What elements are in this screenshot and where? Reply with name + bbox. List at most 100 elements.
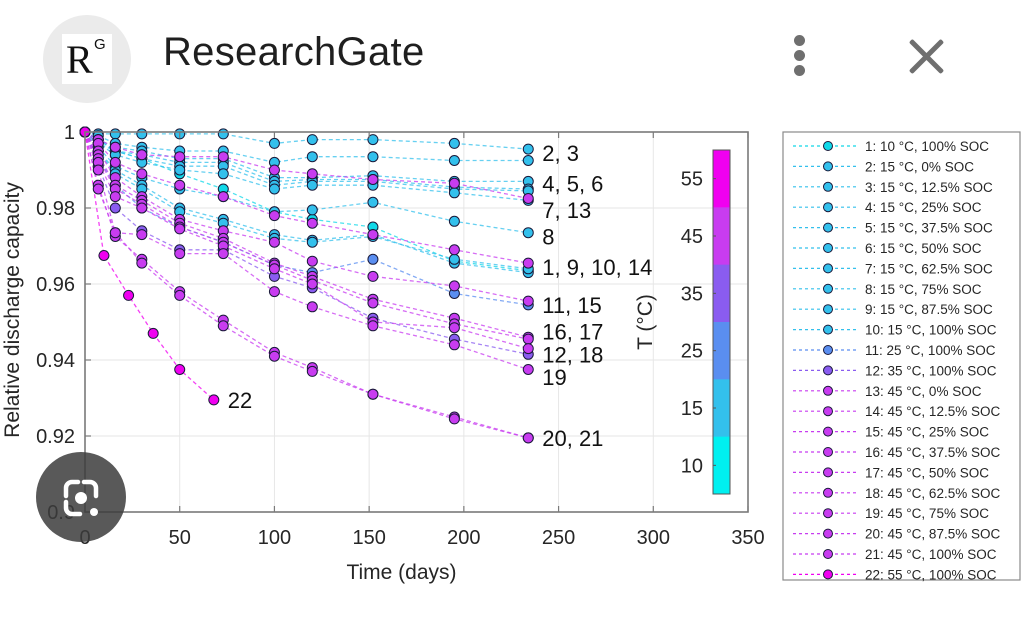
data-point-series-13 [367, 174, 379, 185]
legend-marker [823, 385, 833, 396]
series-line-6 [84, 131, 529, 192]
data-point-series-15 [448, 280, 460, 292]
legend-label: 1: 10 °C, 100% SOC [865, 139, 989, 154]
series-annotation: 1, 9, 10, 14 [542, 255, 652, 280]
data-point-series-3 [448, 155, 460, 166]
colorbar-segment [713, 379, 730, 438]
series-line-22 [84, 131, 215, 401]
legend-label: 6: 15 °C, 50% SOC [865, 241, 982, 256]
lens-search-button[interactable] [36, 452, 126, 542]
colorbar-tick-label: 55 [681, 169, 703, 191]
data-point-series-7 [217, 168, 229, 180]
more-vert-icon-dot [794, 50, 805, 61]
x-tick-label: 150 [352, 527, 385, 549]
data-point-series-8 [448, 215, 460, 227]
data-point-series-2 [136, 128, 148, 140]
data-point-series-7 [268, 183, 280, 195]
colorbar-tick-label: 35 [681, 283, 703, 305]
legend-label: 17: 45 °C, 50% SOC [865, 465, 989, 480]
legend-item: 22: 55 °C, 100% SOC [793, 567, 997, 582]
data-point-series-7 [306, 179, 318, 191]
legend-label: 14: 45 °C, 12.5% SOC [865, 404, 1000, 419]
more-options-button[interactable] [786, 33, 814, 79]
logo-letter-g: G [94, 36, 106, 53]
legend-item: 15: 45 °C, 25% SOC [793, 425, 989, 440]
colorbar-tick-label: 25 [681, 341, 703, 363]
data-point-series-13 [217, 151, 229, 163]
data-point-series-13 [268, 164, 280, 176]
data-point-series-13 [522, 193, 534, 204]
series-annotation: 16, 17 [542, 320, 603, 345]
data-point-series-2 [109, 128, 121, 140]
data-point-series-21 [92, 183, 104, 195]
data-point-series-18 [306, 278, 318, 290]
legend-marker [823, 141, 833, 151]
data-point-series-19 [268, 286, 280, 298]
logo-tile [62, 34, 112, 84]
legend-marker [823, 222, 833, 233]
legend-marker [823, 304, 833, 315]
legend-label: 21: 45 °C, 100% SOC [865, 547, 997, 562]
data-point-series-15 [268, 236, 280, 248]
colorbar-title: T (°C) [634, 294, 657, 350]
data-point-series-18 [136, 202, 148, 214]
series-annotation: 7, 13 [542, 198, 591, 223]
data-point-series-19 [367, 320, 379, 332]
colorbar-segment [713, 436, 730, 495]
legend-label: 8: 15 °C, 75% SOC [865, 282, 982, 297]
data-point-series-15 [306, 255, 318, 267]
legend-marker [823, 549, 833, 559]
data-point-series-10 [306, 236, 318, 248]
data-point-series-8 [522, 227, 534, 239]
legend-item: 2: 15 °C, 0% SOC [793, 159, 974, 174]
colorbar-segment [713, 322, 730, 380]
legend-label: 9: 15 °C, 87.5% SOC [865, 302, 993, 317]
legend-label: 16: 45 °C, 37.5% SOC [865, 445, 1000, 460]
legend-label: 12: 35 °C, 100% SOC [865, 363, 997, 378]
legend-marker [823, 365, 833, 376]
data-point-series-13 [136, 149, 148, 161]
data-point-series-21 [136, 257, 148, 269]
y-tick-label: 0.94 [36, 350, 75, 372]
app-header: R G ResearchGate [0, 0, 1024, 110]
legend-item: 1: 10 °C, 100% SOC [793, 139, 989, 154]
series-annotation: 2, 3 [542, 141, 579, 166]
data-point-series-15 [367, 270, 379, 282]
legend: 1: 10 °C, 100% SOC 2: 15 °C, 0% SOC 3: 15 … [782, 131, 1021, 582]
legend-item: 18: 45 °C, 62.5% SOC [793, 486, 1000, 501]
data-point-series-19 [217, 248, 229, 260]
colorbar-segment [713, 264, 730, 323]
series-points [79, 126, 534, 444]
plot-frame [84, 131, 749, 513]
legend-label: 20: 45 °C, 87.5% SOC [865, 527, 1000, 542]
legend-marker [823, 487, 833, 498]
colorbar-frame [712, 149, 731, 495]
legend-label: 7: 15 °C, 62.5% SOC [865, 261, 993, 276]
data-point-series-19 [306, 301, 318, 313]
legend-item: 9: 15 °C, 87.5% SOC [793, 302, 993, 317]
legend-marker [823, 324, 833, 335]
series-line-7 [84, 131, 529, 202]
series-annotation: 4, 5, 6 [542, 171, 603, 196]
series-annotation: 8 [542, 225, 554, 250]
colorbar-tick-label: 15 [681, 398, 703, 420]
data-point-series-21 [448, 413, 460, 425]
data-point-series-3 [367, 151, 379, 163]
series-line-20 [84, 131, 529, 439]
series-line-3 [84, 131, 529, 164]
legend-label: 2: 15 °C, 0% SOC [865, 159, 974, 174]
data-point-series-21 [174, 289, 186, 301]
series-annotation: 20, 21 [542, 426, 603, 451]
legend-marker [823, 569, 833, 580]
legend-marker [823, 202, 833, 213]
legend-item: 8: 15 °C, 75% SOC [793, 282, 982, 297]
data-point-series-22 [98, 250, 110, 261]
colorbar: 55 45 35 25 15 10 [681, 149, 731, 495]
series-annotation: 22 [228, 388, 252, 413]
data-point-series-3 [306, 151, 318, 163]
legend-marker [823, 426, 833, 437]
data-point-series-21 [217, 320, 229, 332]
data-point-series-2 [448, 137, 460, 149]
series-line-12 [84, 131, 529, 355]
